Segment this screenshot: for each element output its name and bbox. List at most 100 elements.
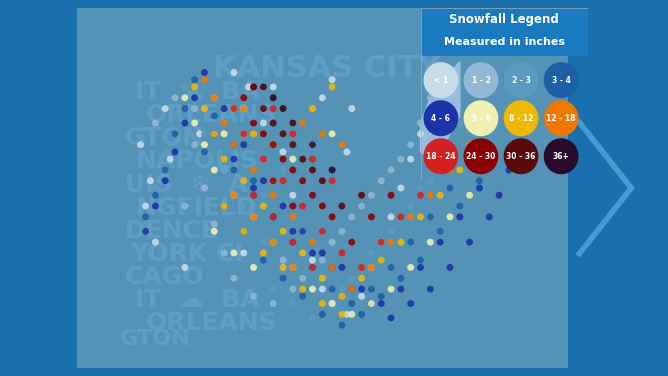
Point [278,131,289,137]
Point [307,250,318,256]
Text: CAGO: CAGO [125,265,204,289]
Point [347,106,357,112]
Point [248,167,259,173]
Point [199,131,210,137]
Point [356,286,367,292]
Point [228,167,239,173]
Point [199,70,210,76]
Point [327,77,337,83]
Point [395,214,406,220]
Point [297,293,308,299]
Point [435,156,446,162]
Text: UIS  ❄  A: UIS ❄ A [125,173,248,197]
Point [317,131,328,137]
Point [297,286,308,292]
Point [238,131,249,137]
Point [327,300,337,306]
Point [248,120,259,126]
Point [307,167,318,173]
Point [248,264,259,270]
Point [425,106,436,112]
Point [337,250,347,256]
Point [248,178,259,184]
Point [425,214,436,220]
Point [327,239,337,245]
Point [327,264,337,270]
Point [415,185,426,191]
Point [347,311,357,317]
Point [356,203,367,209]
Point [140,228,151,234]
Point [228,156,239,162]
Point [425,178,436,184]
Point [278,203,289,209]
Text: 5 - 8: 5 - 8 [472,114,490,123]
Point [307,192,318,198]
Point [278,167,289,173]
Point [209,221,220,227]
Point [297,156,308,162]
Point [140,228,151,234]
Point [366,214,377,220]
Point [395,239,406,245]
Point [199,185,210,191]
Circle shape [424,139,458,174]
Point [464,192,475,198]
Point [317,95,328,101]
Point [268,142,279,148]
Point [248,293,259,299]
Point [287,120,298,126]
Point [435,228,446,234]
Text: 3 - 4: 3 - 4 [552,76,570,85]
Point [258,106,269,112]
Point [337,286,347,292]
Point [385,286,396,292]
Point [376,239,387,245]
Point [238,106,249,112]
Point [287,203,298,209]
Point [405,214,416,220]
Point [415,192,426,198]
Point [248,84,259,90]
Point [199,149,210,155]
Point [415,257,426,263]
Point [307,239,318,245]
Point [341,149,352,155]
Text: GTON: GTON [120,329,190,349]
Point [445,70,456,76]
Text: IT  ☁  BA: IT ☁ BA [136,80,260,104]
Point [287,228,298,234]
Point [268,95,279,101]
Circle shape [464,139,498,174]
Point [150,120,161,126]
Point [307,264,318,270]
Point [218,167,230,173]
Point [268,214,279,220]
Point [160,106,170,112]
Point [278,228,289,234]
Point [180,203,190,209]
Point [238,131,249,137]
Point [268,192,279,198]
Point [218,203,230,209]
Circle shape [424,101,458,135]
Point [307,264,318,270]
Point [337,311,347,317]
Point [150,203,161,209]
Point [327,167,337,173]
Point [209,167,220,173]
Point [385,214,396,220]
Point [218,167,230,173]
Point [238,228,249,234]
Point [366,264,377,270]
Point [170,131,180,137]
Point [347,286,357,292]
Point [395,286,406,292]
Point [307,142,318,148]
Point [287,286,298,292]
Circle shape [544,101,578,135]
Point [474,185,485,191]
Point [258,203,269,209]
Point [307,257,318,263]
Point [150,192,161,198]
